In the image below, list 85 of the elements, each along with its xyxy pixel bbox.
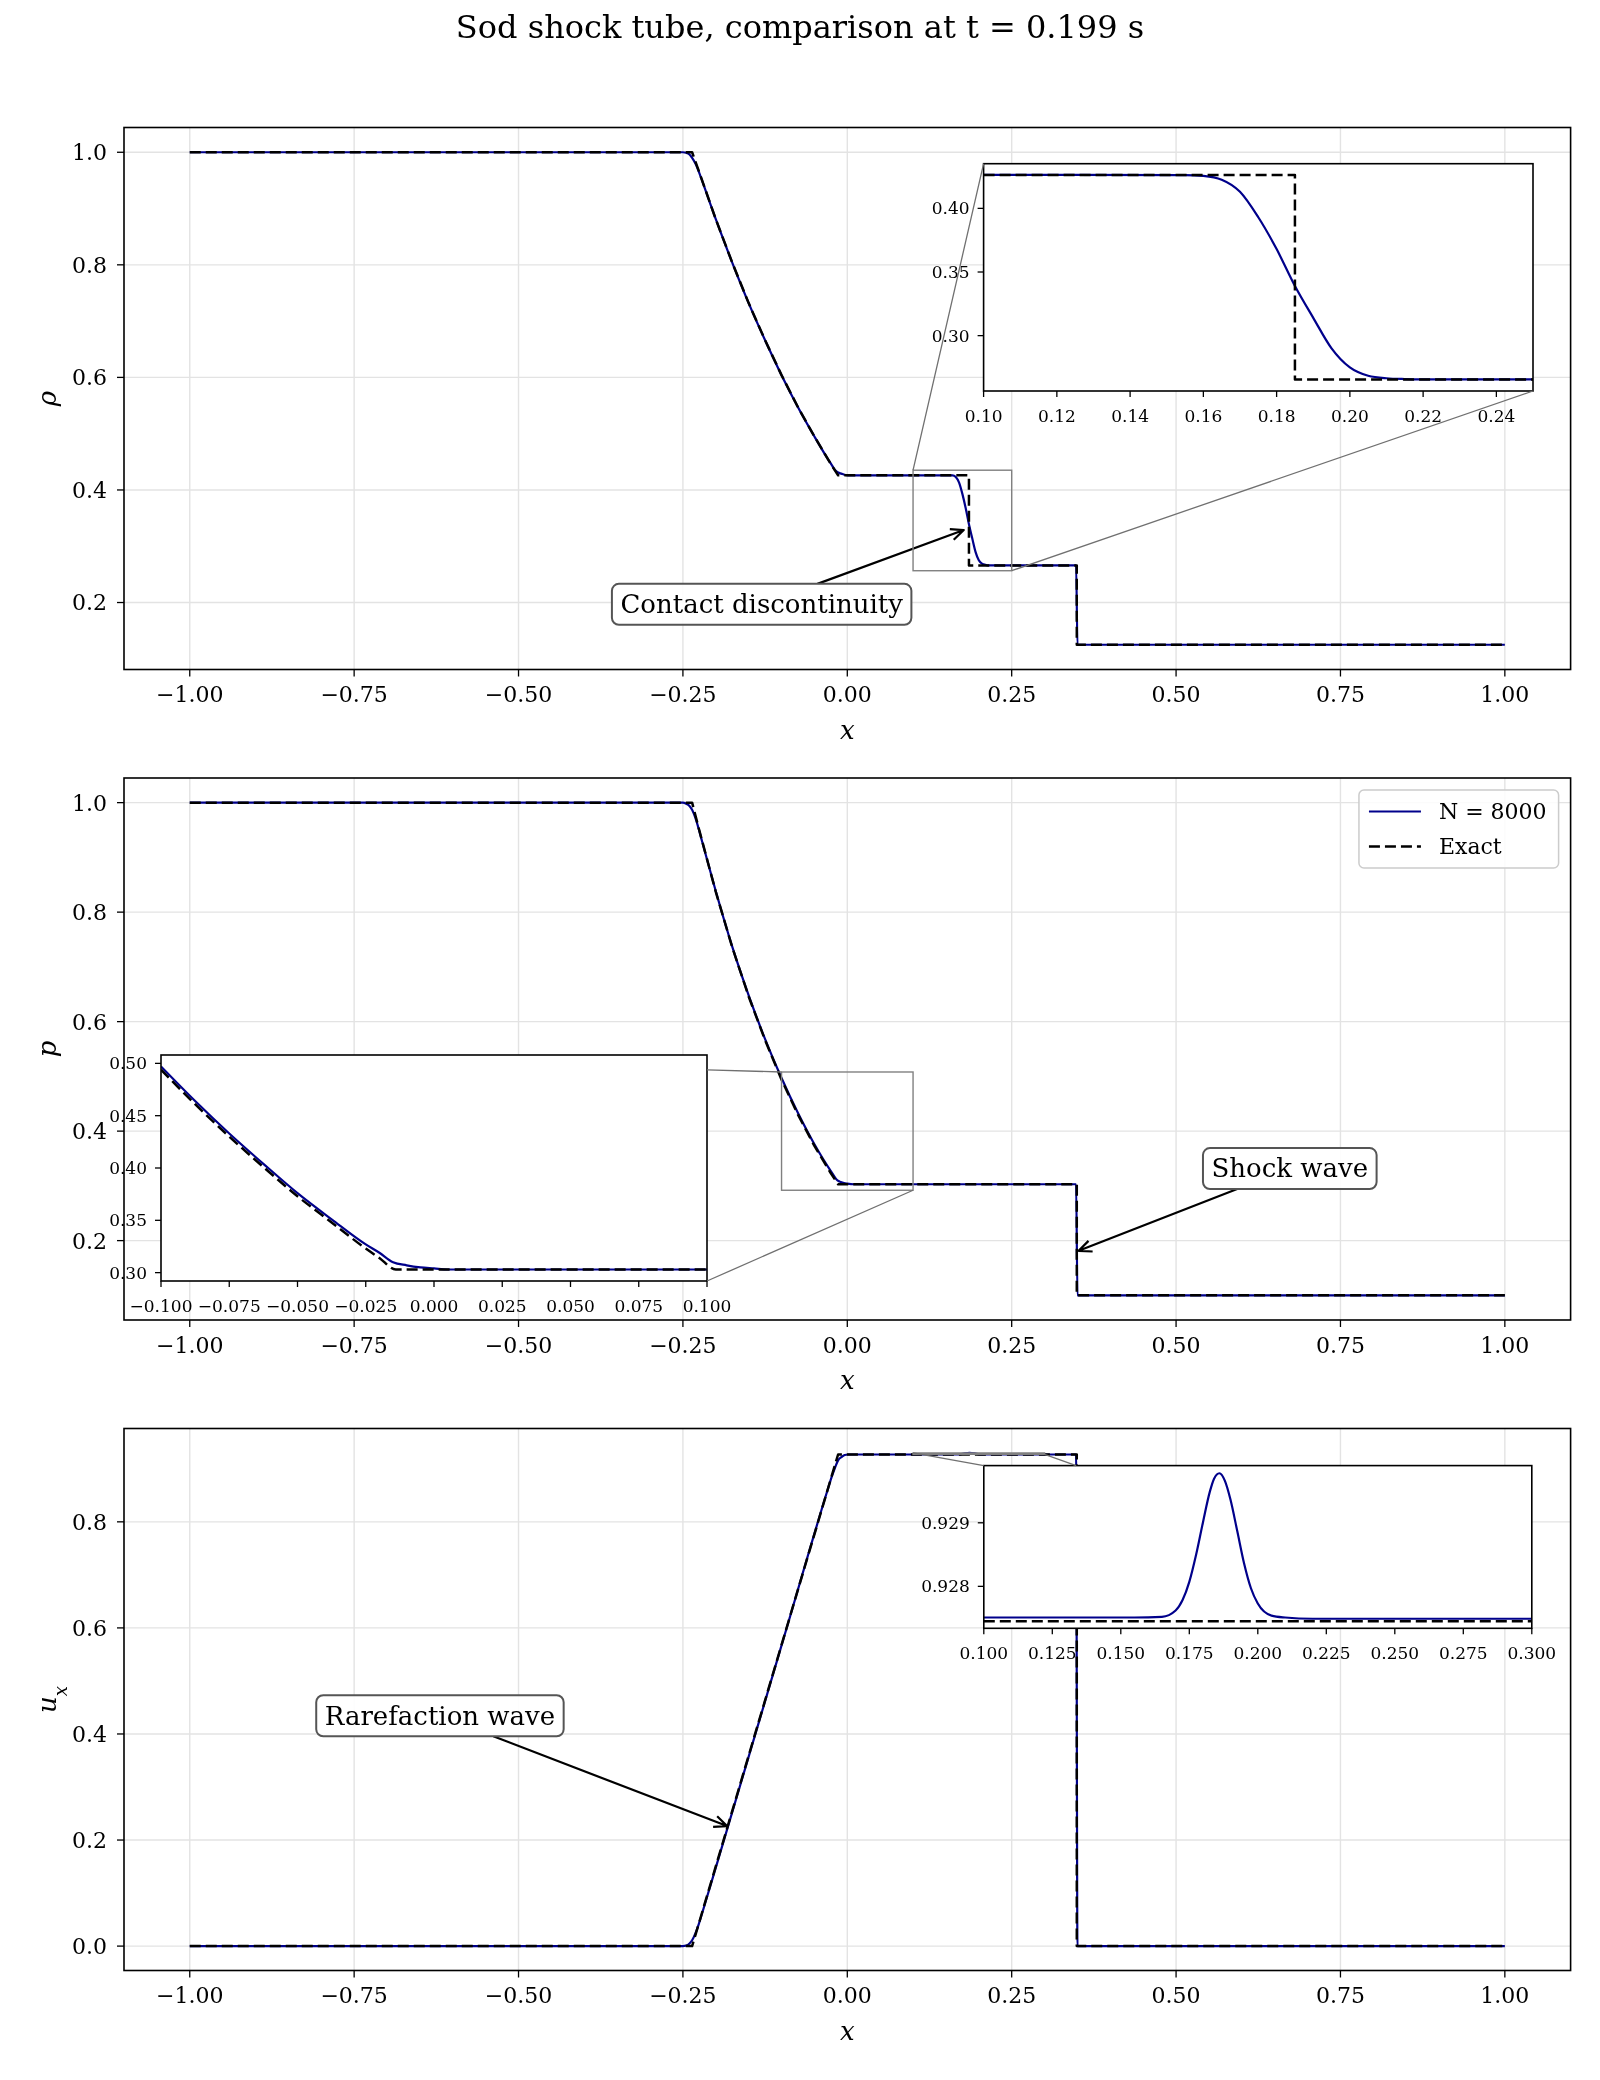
y-tick-label: 0.6 [72, 1009, 107, 1035]
x-tick-label: 0.18 [1257, 406, 1296, 426]
x-tick-label: −0.25 [649, 1332, 717, 1358]
y-tick-label: 1.0 [72, 140, 107, 166]
x-tick-label: −0.50 [484, 1332, 553, 1358]
annotation: Shock wave [1211, 1153, 1369, 1184]
x-tick-label: 0.125 [1027, 1643, 1077, 1664]
x-axis-title: x [839, 714, 855, 745]
y-tick-label: 0.35 [931, 262, 970, 283]
x-tick-label: −0.075 [197, 1296, 261, 1316]
x-tick-label: −0.50 [484, 1983, 553, 2008]
y-tick-label: 0.2 [72, 1228, 107, 1254]
x-tick-label: 1.00 [1480, 682, 1530, 707]
x-tick-label: −0.025 [334, 1296, 398, 1316]
chart-title: Sod shock tube, comparison at t = 0.199 s [455, 7, 1145, 46]
x-tick-label: −0.75 [320, 1983, 388, 2008]
x-tick-label: 0.00 [822, 1332, 872, 1358]
y-tick-label: 0.8 [72, 900, 107, 926]
legend-label: N = 8000 [1438, 799, 1547, 825]
y-tick-label: 0.8 [72, 1509, 107, 1535]
legend-label: Exact [1438, 834, 1502, 860]
y-tick-label: 0.0 [72, 1934, 107, 1960]
x-tick-label: 0.25 [987, 682, 1037, 707]
y-tick-label: 0.2 [72, 590, 107, 616]
x-tick-label: 1.00 [1480, 1332, 1530, 1358]
x-tick-label: 0.25 [987, 1332, 1037, 1358]
x-tick-label: 0.12 [1037, 406, 1076, 426]
x-tick-label: 0.50 [1151, 1983, 1201, 2008]
y-tick-label: 0.6 [72, 1615, 107, 1641]
y-axis-title: ρ [32, 390, 62, 408]
x-tick-label: −0.75 [320, 682, 388, 707]
y-tick-label: 0.2 [72, 1827, 107, 1853]
x-tick-label: 0.24 [1477, 406, 1516, 426]
x-tick-label: −0.25 [649, 1983, 717, 2008]
x-tick-label: −1.00 [156, 682, 224, 707]
x-tick-label: 0.25 [987, 1983, 1037, 2008]
y-tick-label: 0.928 [921, 1576, 970, 1597]
x-tick-label: −0.100 [129, 1296, 193, 1316]
x-axis-title: x [839, 2015, 855, 2046]
y-tick-label: 0.30 [931, 325, 970, 346]
annotation: Contact discontinuity [620, 589, 904, 620]
x-tick-label: 0.50 [1151, 682, 1201, 707]
y-tick-label: 0.40 [931, 198, 970, 219]
x-tick-label: 0.00 [822, 1983, 872, 2008]
x-tick-label: −1.00 [156, 1983, 224, 2008]
x-tick-label: 0.100 [959, 1643, 1009, 1664]
x-tick-label: −0.50 [484, 682, 553, 707]
x-tick-label: 0.00 [822, 682, 872, 707]
x-tick-label: 0.75 [1315, 1332, 1365, 1358]
x-tick-label: −0.25 [649, 682, 717, 707]
x-tick-label: 0.225 [1301, 1643, 1351, 1664]
x-tick-label: 0.050 [546, 1296, 595, 1316]
x-tick-label: 0.025 [477, 1296, 527, 1316]
x-tick-label: 0.250 [1370, 1643, 1420, 1664]
x-tick-label: −1.00 [156, 1332, 224, 1358]
x-tick-label: 0.14 [1111, 406, 1150, 426]
x-tick-label: 0.150 [1096, 1643, 1146, 1664]
x-tick-label: 0.16 [1184, 406, 1223, 426]
x-tick-label: 0.075 [614, 1296, 664, 1316]
x-tick-label: 0.000 [409, 1296, 459, 1316]
x-tick-label: 0.200 [1233, 1643, 1283, 1664]
x-tick-label: −0.050 [266, 1296, 329, 1316]
y-tick-label: 0.6 [72, 365, 107, 391]
annotation: Rarefaction wave [324, 1700, 556, 1731]
y-tick-label: 0.8 [72, 252, 107, 278]
x-tick-label: 1.00 [1480, 1983, 1530, 2008]
y-tick-label: 1.0 [72, 790, 107, 816]
y-tick-label: 0.4 [72, 1119, 107, 1145]
y-axis-title: p [32, 1040, 62, 1058]
line-series [983, 1472, 1532, 1620]
y-tick-label: 0.929 [921, 1512, 970, 1533]
x-tick-label: 0.10 [964, 406, 1003, 426]
x-tick-label: 0.50 [1151, 1332, 1201, 1358]
x-axis-title: x [839, 1365, 855, 1395]
x-tick-label: 0.175 [1164, 1643, 1214, 1664]
x-tick-label: 0.75 [1315, 1983, 1365, 2008]
x-tick-label: 0.20 [1330, 406, 1369, 426]
x-tick-label: 0.275 [1438, 1643, 1488, 1664]
x-tick-label: 0.22 [1404, 406, 1443, 426]
y-tick-label: 0.4 [72, 477, 107, 503]
x-tick-label: 0.75 [1315, 682, 1365, 707]
x-tick-label: 0.100 [682, 1296, 732, 1316]
y-tick-label: 0.4 [72, 1721, 107, 1747]
x-tick-label: −0.75 [320, 1332, 388, 1358]
x-tick-label: 0.300 [1507, 1643, 1557, 1664]
